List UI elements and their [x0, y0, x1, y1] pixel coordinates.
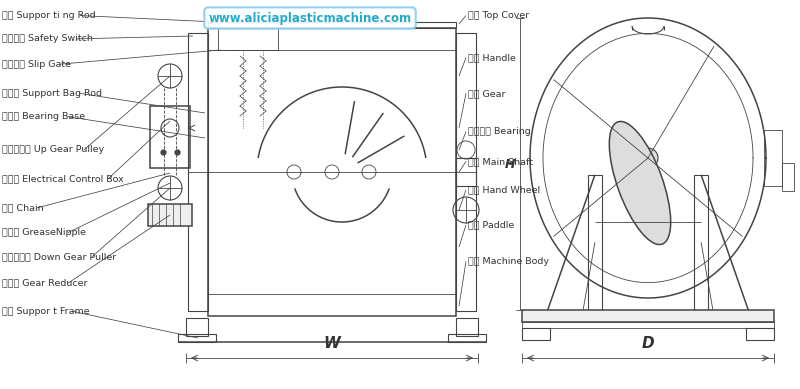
Circle shape: [638, 148, 658, 168]
Text: 钉条 Chain: 钉条 Chain: [2, 203, 44, 213]
Bar: [186, 318, 208, 336]
Text: 机架 Suppor t Frame: 机架 Suppor t Frame: [2, 307, 90, 316]
Ellipse shape: [610, 121, 670, 245]
Bar: [188, 33, 208, 311]
Bar: [456, 158, 476, 186]
Text: W: W: [323, 336, 341, 351]
Bar: [764, 130, 782, 186]
Text: 涅轮 Gear: 涅轮 Gear: [468, 89, 506, 98]
Bar: [208, 22, 456, 28]
Text: 减速机 Gear Reducer: 减速机 Gear Reducer: [2, 279, 87, 288]
Bar: [150, 106, 190, 168]
Text: 多座轴承 Bearing: 多座轴承 Bearing: [468, 127, 530, 136]
Text: 传动下钉轮 Down Gear Puller: 传动下钉轮 Down Gear Puller: [2, 252, 116, 261]
Text: 传动上钉轮 Up Gear Pulley: 传动上钉轮 Up Gear Pulley: [2, 145, 104, 154]
Text: 座套座 Bearing Base: 座套座 Bearing Base: [2, 112, 85, 121]
Bar: [746, 328, 774, 340]
Bar: [522, 328, 550, 340]
Text: D: D: [642, 336, 654, 351]
Text: 机身 Machine Body: 机身 Machine Body: [468, 257, 549, 266]
Bar: [218, 28, 278, 50]
Bar: [782, 163, 794, 191]
Text: 主轴 Main Shaft: 主轴 Main Shaft: [468, 157, 533, 166]
Bar: [208, 28, 456, 316]
Bar: [148, 204, 192, 226]
Text: 注油嘴 GreaseNipple: 注油嘴 GreaseNipple: [2, 228, 86, 237]
Bar: [456, 318, 478, 336]
Bar: [522, 322, 774, 328]
Text: 攀杆 Suppor ti ng Rod: 攀杆 Suppor ti ng Rod: [2, 11, 96, 20]
Text: 桨叶 Paddle: 桨叶 Paddle: [468, 220, 514, 230]
Bar: [178, 334, 216, 342]
Text: 压袋杆 Support Bag Rod: 压袋杆 Support Bag Rod: [2, 89, 102, 98]
Bar: [456, 33, 476, 311]
Text: 安全开关 Safety Switch: 安全开关 Safety Switch: [2, 34, 93, 44]
Bar: [522, 310, 774, 322]
Bar: [448, 334, 486, 342]
Text: 机盖 Top Cover: 机盖 Top Cover: [468, 11, 530, 20]
Text: H: H: [505, 158, 515, 170]
Bar: [588, 175, 602, 310]
Text: 电器筱 Electrical Control Box: 电器筱 Electrical Control Box: [2, 174, 124, 184]
Text: 料口插板 Slip Gate: 料口插板 Slip Gate: [2, 60, 71, 69]
Text: 手轮 Hand Wheel: 手轮 Hand Wheel: [468, 185, 540, 194]
Bar: [694, 175, 708, 310]
Text: 把手 Handle: 把手 Handle: [468, 53, 516, 62]
Text: www.aliciaplasticmachine.com: www.aliciaplasticmachine.com: [209, 12, 411, 25]
